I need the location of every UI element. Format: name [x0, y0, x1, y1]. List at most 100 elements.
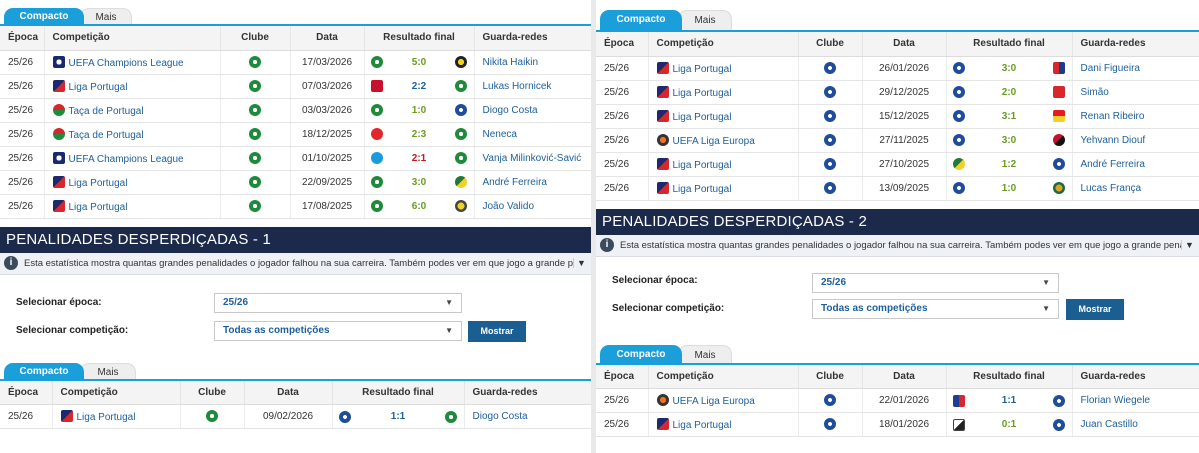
porto-icon[interactable] [952, 110, 965, 122]
porto-icon[interactable] [952, 86, 965, 98]
porto-icon[interactable] [952, 134, 965, 146]
bodo-glimt-icon[interactable] [455, 56, 468, 68]
rio-ave-icon[interactable] [1053, 182, 1066, 194]
info-bar[interactable]: i Esta estatística mostra quantas grande… [596, 234, 1199, 257]
sporting-icon[interactable] [370, 200, 383, 212]
porto-icon[interactable] [338, 410, 351, 423]
goalkeeper-link[interactable]: Juan Castillo [1080, 419, 1138, 430]
napoli-icon[interactable] [370, 152, 383, 164]
sporting-icon[interactable] [370, 104, 383, 116]
sporting-icon[interactable] [249, 55, 261, 68]
competition-link[interactable]: Taça de Portugal [68, 129, 144, 141]
goalkeeper-link[interactable]: Neneca [482, 128, 517, 140]
tab-compacto[interactable]: Compacto [600, 344, 682, 365]
porto-icon[interactable] [952, 62, 965, 74]
show-button[interactable]: Mostrar [468, 320, 526, 342]
tab-compacto[interactable]: Compacto [4, 362, 84, 381]
sporting-icon[interactable] [455, 152, 468, 164]
score-link[interactable]: 1:0 [411, 104, 427, 116]
sporting-icon[interactable] [249, 199, 261, 212]
competition-link[interactable]: Liga Portugal [672, 87, 732, 99]
competition-link[interactable]: Liga Portugal [672, 420, 732, 431]
competition-link[interactable]: UEFA Champions League [68, 153, 184, 165]
season-select[interactable]: 25/26 ▼ [812, 272, 1059, 293]
competition-link[interactable]: Liga Portugal [68, 201, 128, 213]
goalkeeper-link[interactable]: Florian Wiegele [1080, 395, 1150, 406]
porto-icon[interactable] [824, 394, 836, 406]
season-select[interactable]: 25/26 ▼ [214, 292, 462, 313]
porto-icon[interactable] [455, 104, 468, 116]
sporting-icon[interactable] [249, 127, 261, 140]
competition-link[interactable]: Liga Portugal [68, 81, 128, 93]
sporting-icon[interactable] [249, 151, 261, 164]
competition-link[interactable]: UEFA Liga Europa [672, 135, 755, 147]
moreirense-icon[interactable] [952, 158, 965, 170]
goalkeeper-link[interactable]: Dani Figueira [1080, 62, 1140, 74]
tab-mais[interactable]: Mais [678, 344, 732, 365]
porto-icon[interactable] [824, 133, 836, 146]
score-link[interactable]: 2:1 [411, 152, 427, 164]
score-link[interactable]: 3:0 [1001, 62, 1017, 74]
competition-link[interactable]: UEFA Liga Europa [672, 396, 755, 407]
goalkeeper-link[interactable]: André Ferreira [1080, 158, 1145, 170]
estrela-icon[interactable] [1053, 110, 1066, 122]
sporting-icon[interactable] [455, 80, 468, 92]
competition-select[interactable]: Todas as competições ▼ [812, 298, 1059, 319]
chevron-down-icon[interactable]: ▼ [573, 258, 589, 268]
porto-icon[interactable] [824, 157, 836, 170]
score-link[interactable]: 0:1 [1001, 419, 1017, 430]
sporting-icon[interactable] [249, 175, 261, 188]
porto-icon[interactable] [824, 109, 836, 122]
sporting-icon[interactable] [370, 56, 383, 68]
porto-icon[interactable] [824, 85, 836, 98]
sporting-icon[interactable] [370, 176, 383, 188]
sporting-icon[interactable] [206, 410, 218, 422]
competition-link[interactable]: Liga Portugal [68, 177, 128, 189]
goalkeeper-link[interactable]: João Valido [482, 200, 535, 212]
score-link[interactable]: 1:1 [390, 411, 406, 422]
moreirense-icon[interactable] [455, 176, 468, 188]
competition-link[interactable]: Liga Portugal [672, 111, 732, 123]
score-link[interactable]: 1:1 [1001, 395, 1017, 406]
porto-icon[interactable] [952, 182, 965, 194]
score-link[interactable]: 2:3 [411, 128, 427, 140]
porto-icon[interactable] [1053, 394, 1066, 407]
porto-icon[interactable] [1053, 418, 1066, 431]
tab-compacto[interactable]: Compacto [600, 10, 682, 30]
tab-mais[interactable]: Mais [678, 10, 732, 30]
score-link[interactable]: 2:0 [1001, 86, 1017, 98]
santa-clara-icon[interactable] [370, 128, 383, 140]
porto-icon[interactable] [1053, 158, 1066, 170]
goalkeeper-link[interactable]: Diogo Costa [472, 411, 528, 422]
goalkeeper-link[interactable]: Lucas França [1080, 182, 1142, 194]
goalkeeper-link[interactable]: Renan Ribeiro [1080, 110, 1145, 122]
score-link[interactable]: 2:2 [411, 80, 427, 92]
goalkeeper-link[interactable]: Nikita Haikin [482, 56, 539, 68]
competition-select[interactable]: Todas as competições ▼ [214, 320, 462, 341]
score-link[interactable]: 3:0 [411, 176, 427, 188]
goalkeeper-link[interactable]: Yehvann Diouf [1080, 134, 1146, 146]
tab-compacto[interactable]: Compacto [4, 8, 84, 26]
porto-icon[interactable] [824, 181, 836, 194]
score-link[interactable]: 1:0 [1001, 182, 1017, 194]
nice-icon[interactable] [1053, 134, 1066, 146]
porto-icon[interactable] [824, 418, 836, 430]
competition-link[interactable]: Liga Portugal [672, 63, 732, 75]
afs-icon[interactable] [1053, 86, 1066, 98]
score-link[interactable]: 1:2 [1001, 158, 1017, 170]
info-bar[interactable]: i Esta estatística mostra quantas grande… [0, 252, 591, 275]
score-link[interactable]: 3:1 [1001, 110, 1017, 122]
competition-link[interactable]: UEFA Champions League [68, 57, 184, 69]
score-link[interactable]: 5:0 [411, 56, 427, 68]
chevron-down-icon[interactable]: ▼ [1181, 240, 1197, 250]
goalkeeper-link[interactable]: Diogo Costa [482, 104, 538, 116]
sporting-icon[interactable] [455, 128, 468, 140]
score-link[interactable]: 6:0 [411, 200, 427, 212]
competition-link[interactable]: Liga Portugal [76, 412, 136, 423]
goalkeeper-link[interactable]: Lukas Hornicek [482, 80, 552, 92]
vitoria-guimaraes-icon[interactable] [952, 418, 965, 431]
sporting-icon[interactable] [249, 79, 261, 92]
viktoria-plzen-icon[interactable] [952, 394, 965, 407]
arouca-icon[interactable] [455, 200, 468, 212]
competition-link[interactable]: Liga Portugal [672, 183, 732, 195]
